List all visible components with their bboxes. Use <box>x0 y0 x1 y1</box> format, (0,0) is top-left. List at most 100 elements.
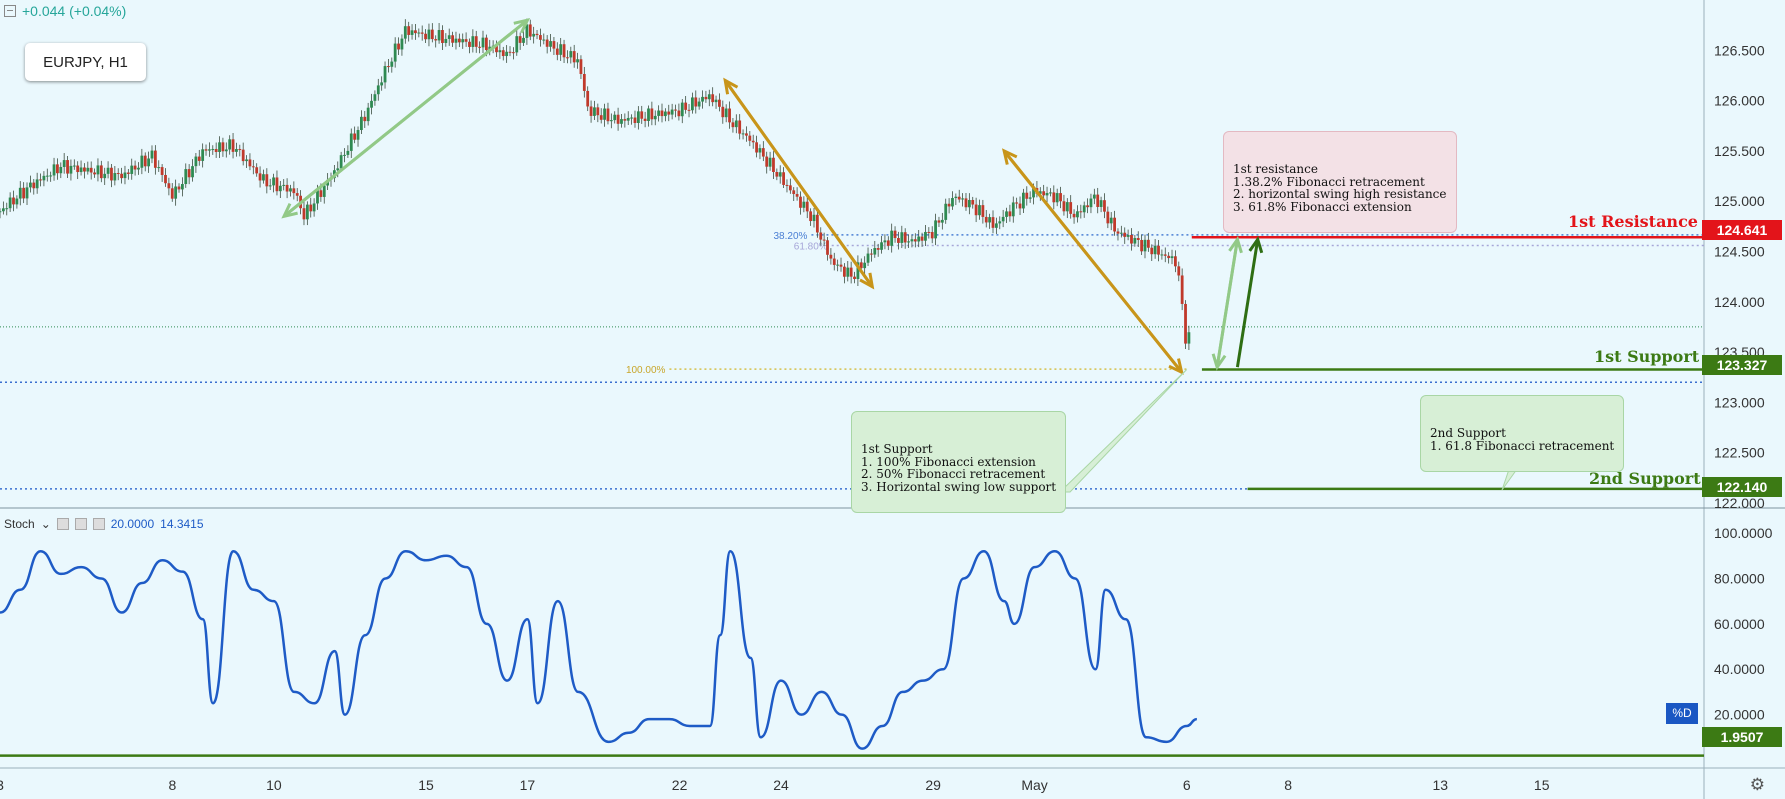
candle-body <box>910 239 914 242</box>
candle-body <box>484 37 488 51</box>
candle-body <box>400 38 404 50</box>
candle-body <box>1055 193 1059 203</box>
candle-body <box>417 32 421 34</box>
candle-body <box>768 157 772 167</box>
candle-body <box>25 187 29 199</box>
candle-body <box>566 57 569 59</box>
candle-body <box>1180 275 1184 304</box>
candle-body <box>8 197 12 209</box>
candle-body <box>62 160 66 167</box>
candle-body <box>83 167 86 172</box>
trend-arrow-darkgreen <box>1235 239 1260 368</box>
candle-body <box>886 240 890 246</box>
candle-body <box>1086 205 1089 208</box>
time-tick-label: 8 <box>1284 777 1292 793</box>
candle-body <box>623 119 627 121</box>
candle-body <box>707 94 711 100</box>
candle-body <box>890 230 894 246</box>
candle-body <box>370 100 373 108</box>
fib-61-label: 61.80% <box>794 241 828 252</box>
candle-body <box>184 169 188 185</box>
close-icon[interactable] <box>92 518 105 530</box>
candle-body <box>133 165 137 170</box>
candle-body <box>772 157 775 173</box>
candle-body <box>35 179 39 189</box>
stoch-name[interactable]: Stoch <box>4 517 35 531</box>
candle-body <box>1096 194 1100 207</box>
candle-body <box>1001 216 1005 222</box>
time-tick-label: 10 <box>266 777 282 793</box>
pd-series-label[interactable]: %D <box>1666 703 1698 724</box>
candle-body <box>360 116 363 131</box>
candle-body <box>802 201 806 208</box>
candle-body <box>998 221 1002 224</box>
candle-body <box>832 258 836 265</box>
candle-body <box>204 149 208 151</box>
candle-body <box>1116 231 1120 234</box>
candle-body <box>221 142 225 152</box>
candle-body <box>758 148 762 153</box>
candle-body <box>174 186 178 199</box>
candle-body <box>738 120 742 134</box>
candle-body <box>984 216 988 223</box>
candle-body <box>552 41 556 49</box>
candle-body <box>842 266 846 277</box>
fib-100-label: 100.00% <box>626 365 666 376</box>
candle-body <box>971 199 975 205</box>
stoch-level-tag: 1.9507 <box>1702 727 1782 747</box>
resistance-note-line: 1.38.2% Fibonacci retracement <box>1233 174 1425 189</box>
symbol-label[interactable]: EURJPY, H1 <box>25 43 146 81</box>
eye-icon[interactable] <box>56 518 69 530</box>
gear-icon[interactable] <box>74 518 87 530</box>
candle-body <box>694 97 698 107</box>
candle-body <box>305 204 309 220</box>
candle-body <box>1049 192 1052 194</box>
candle-body <box>235 149 238 152</box>
candle-body <box>609 120 613 122</box>
candle-body <box>569 51 573 58</box>
candle-body <box>1146 239 1150 248</box>
candle-body <box>532 33 536 37</box>
candle-body <box>954 196 958 199</box>
candle-body <box>464 39 468 42</box>
candle-body <box>981 205 985 217</box>
stoch-legend: Stoch ⌄ 20.0000 14.3415 <box>4 517 204 531</box>
candle-body <box>1160 254 1164 256</box>
candle-body <box>1177 266 1181 276</box>
sup1-label: 1st Support <box>1594 347 1700 366</box>
collapse-icon[interactable] <box>4 5 16 17</box>
time-tick-label: 22 <box>672 777 688 793</box>
candle-body <box>282 184 286 186</box>
settings-gear-icon[interactable]: ⚙ <box>1749 775 1765 794</box>
candle-body <box>380 82 384 86</box>
candle-body <box>903 232 907 243</box>
candle-body <box>1015 202 1019 204</box>
support1-note-line: 2. 50% Fibonacci retracement <box>861 467 1046 481</box>
candle-body <box>224 149 228 152</box>
candle-body <box>39 179 42 181</box>
candle-body <box>262 174 265 181</box>
candle-body <box>66 160 69 174</box>
candle-body <box>856 262 860 280</box>
chevron-down-icon[interactable]: ⌄ <box>40 517 51 531</box>
fib-38-label: 38.20% <box>774 231 808 242</box>
candle-body <box>815 214 819 233</box>
candle-body <box>403 26 407 39</box>
candle-body <box>1069 202 1073 214</box>
candle-body <box>278 185 282 192</box>
candle-body <box>164 174 167 184</box>
candle-body <box>549 41 552 47</box>
candle-body <box>461 39 465 43</box>
candle-body <box>751 140 755 143</box>
candle-body <box>45 175 49 177</box>
candle-body <box>251 166 255 168</box>
candle-body <box>28 182 32 188</box>
candle-body <box>907 241 910 243</box>
candle-body <box>363 116 367 122</box>
candle-body <box>1005 211 1008 217</box>
candle-body <box>967 199 971 208</box>
candle-body <box>481 37 485 48</box>
candle-body <box>495 45 498 53</box>
candle-body <box>346 150 350 155</box>
candle-body <box>430 29 434 40</box>
